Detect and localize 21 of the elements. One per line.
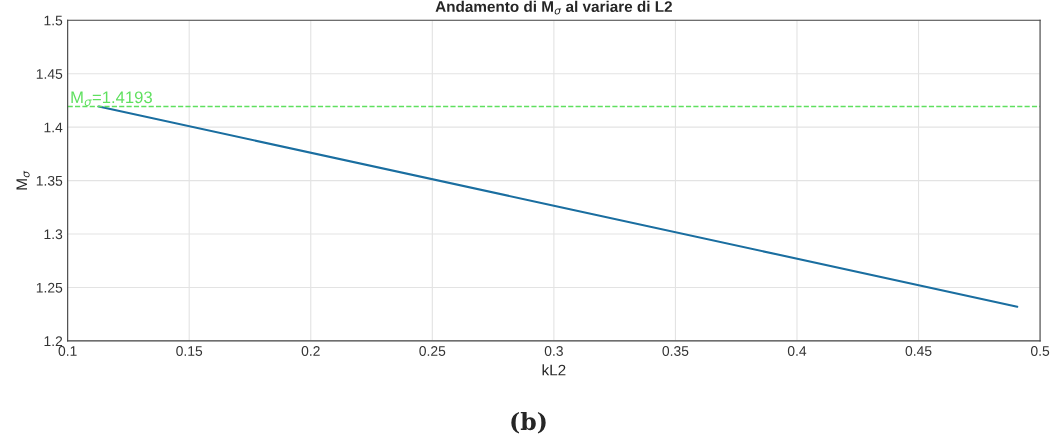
y-tick-label: 1.2 [44,336,63,346]
y-tick-label: 1.3 [44,229,63,240]
y-tick-label: 1.5 [44,15,63,26]
x-axis-title: kL2 [542,364,566,376]
y-axis-title: M$_{σ}$ [16,170,30,190]
x-tick-label: 0.1 [58,346,77,356]
text: (b) [511,411,546,434]
y-tick-label: 1.4 [44,122,63,133]
x-tick-label: 0.2 [301,346,320,356]
x-tick-label: 0.5 [1030,346,1050,356]
x-tick-label: 0.15 [176,346,203,356]
y-tick-label: 1.25 [36,282,63,293]
y-tick-label: 1.45 [36,69,63,79]
x-tick-label: 0.45 [905,346,932,356]
ref-line-label: M$_{σ}$=1.4193 [71,91,152,106]
x-tick-label: 0.3 [544,346,563,356]
y-tick-label: 1.35 [36,175,63,186]
x-tick-label: 0.4 [787,346,807,356]
x-tick-label: 0.35 [662,346,689,356]
x-tick-label: 0.25 [419,346,446,356]
chart-title: Andamento di M$_{σ}$ al variare di L2 [435,0,672,15]
